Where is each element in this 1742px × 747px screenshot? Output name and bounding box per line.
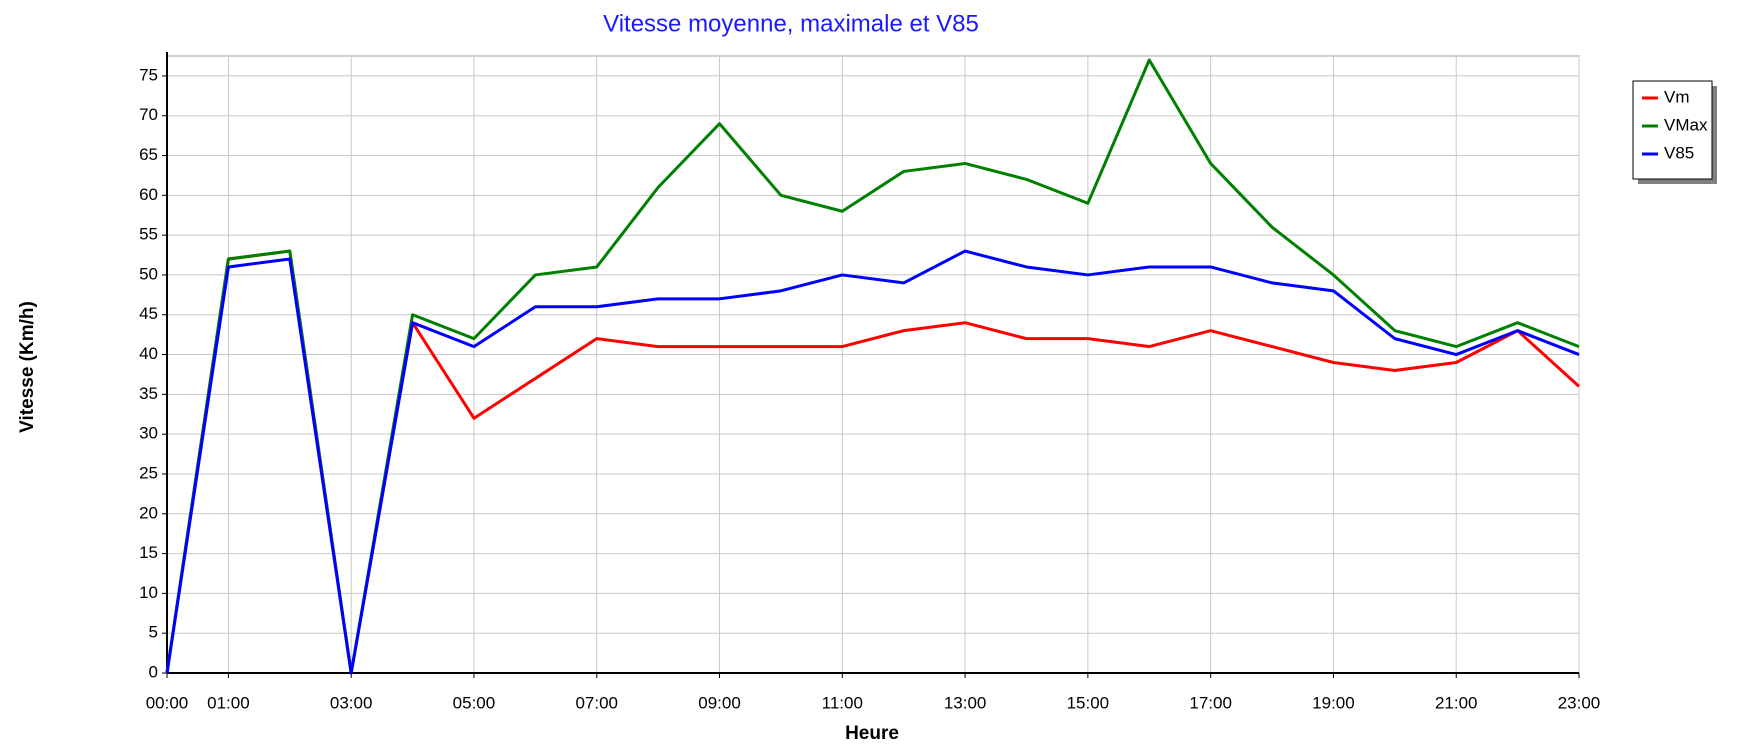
- x-tick-label: 07:00: [575, 693, 618, 712]
- x-tick-label: 17:00: [1189, 693, 1232, 712]
- legend-label: VMax: [1664, 115, 1708, 134]
- x-tick-label: 21:00: [1435, 693, 1478, 712]
- y-tick-label: 55: [139, 225, 158, 244]
- series-line: [165, 249, 1580, 675]
- y-tick-label: 30: [139, 424, 158, 443]
- y-tick-label: 50: [139, 264, 158, 283]
- legend-label: Vm: [1664, 87, 1690, 106]
- x-tick-label: 13:00: [944, 693, 987, 712]
- x-tick-label: 05:00: [453, 693, 496, 712]
- y-tick-label: 20: [139, 503, 158, 522]
- y-tick-label: 35: [139, 384, 158, 403]
- y-tick-label: 70: [139, 105, 158, 124]
- x-tick-label: 03:00: [330, 693, 373, 712]
- y-tick-label: 10: [139, 583, 158, 602]
- y-tick-label: 0: [149, 662, 158, 681]
- x-tick-label: 01:00: [207, 693, 250, 712]
- y-tick-label: 5: [149, 623, 158, 642]
- x-tick-label: 11:00: [822, 693, 863, 712]
- x-tick-label: 00:00: [146, 693, 189, 712]
- y-tick-label: 15: [139, 543, 158, 562]
- x-tick-label: 23:00: [1558, 693, 1601, 712]
- y-tick-label: 45: [139, 304, 158, 323]
- legend-label: V85: [1664, 143, 1694, 162]
- y-axis-label: Vitesse (Km/h): [17, 301, 38, 433]
- x-tick-label: 09:00: [698, 693, 741, 712]
- chart-title: Vitesse moyenne, maximale et V85: [603, 10, 979, 37]
- x-tick-label: 19:00: [1312, 693, 1355, 712]
- x-axis-label: Heure: [845, 723, 899, 744]
- y-tick-label: 75: [139, 65, 158, 84]
- plot-area: [166, 55, 1580, 674]
- y-tick-label: 40: [139, 344, 158, 363]
- y-tick-label: 65: [139, 145, 158, 164]
- y-tick-label: 25: [139, 463, 158, 482]
- x-tick-label: 15:00: [1067, 693, 1110, 712]
- y-tick-label: 60: [139, 185, 158, 204]
